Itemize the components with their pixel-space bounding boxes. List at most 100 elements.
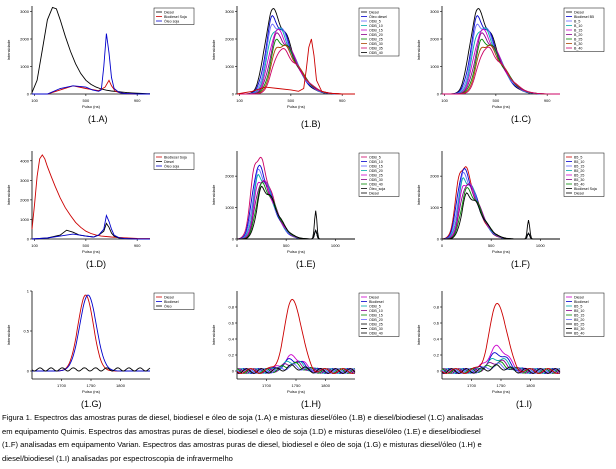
chart-panel-e: 0 500 1000 0 1000 2000 Pulso (ns) Intensidade OD…	[205, 145, 405, 285]
chart-svg-f: 0 500 1000 0 1000 2000 Pulso (ns) Intensidade B5…	[416, 151, 605, 254]
legend-entry: Diesel	[164, 10, 174, 14]
legend-entry: Biodiesel Soja	[164, 15, 187, 19]
legend-entry: Óleo	[164, 303, 172, 308]
x-axis-label: Pulso (ns)	[287, 104, 306, 109]
legend-entry: ODB_35	[369, 46, 383, 50]
x-tick-label: 100	[441, 98, 448, 103]
legend-entry: ODB_15	[369, 164, 383, 168]
caption-line-2: em equipamento Quimis. Espectros das amo…	[2, 426, 481, 436]
x-tick-label: 1750	[497, 383, 507, 388]
figure-caption: Figura 1. Espectros das amostras puras d…	[2, 411, 614, 469]
caption-line-4: diesel/biodiesel (1.I) analisadas por es…	[2, 453, 233, 463]
y-tick-label: 0	[27, 369, 30, 374]
legend-entry: Biodiesel Soja	[574, 187, 597, 191]
y-axis-label: Intensidade	[6, 184, 11, 205]
x-tick-label: 1800	[116, 383, 126, 388]
legend-entry: Óleo_soja	[369, 186, 385, 191]
legend-entry: B5_30	[574, 178, 584, 182]
y-tick-label: 1000	[430, 64, 440, 69]
y-tick-label: 2000	[430, 37, 440, 42]
y-tick-label: 0.6	[228, 321, 234, 326]
y-tick-label: 0	[27, 237, 30, 242]
panel-label-h: (1.H)	[301, 399, 321, 409]
panel-label-c: (1.C)	[511, 114, 531, 124]
legend-entry: Óleo diesel	[369, 14, 387, 19]
x-tick-label: 100	[31, 98, 38, 103]
legend-entry: ODB_20	[369, 318, 383, 322]
series-line	[31, 6, 150, 95]
series-line	[31, 154, 151, 240]
legend-entry: ODB_30	[369, 178, 383, 182]
series-line	[236, 363, 356, 374]
chart-panel-i: 1700 1750 1800 0 0.2 0.4 0.6 0.8 Pulso (ns) Inten…	[410, 285, 610, 425]
legend-entry: Óleo soja	[164, 18, 179, 23]
chart-svg-e: 0 500 1000 0 1000 2000 Pulso (ns) Intensidade OD…	[211, 151, 400, 254]
legend-entry: B5_40	[574, 331, 584, 335]
legend-box	[153, 292, 195, 310]
y-tick-label: 0	[232, 237, 235, 242]
panel-label-a: (1.A)	[88, 114, 108, 124]
series-line	[237, 210, 355, 240]
chart-panel-f: 0 500 1000 0 1000 2000 Pulso (ns) Intensidade B5…	[410, 145, 610, 285]
series-line	[441, 362, 561, 374]
series-line	[237, 44, 355, 95]
series-line	[236, 298, 356, 374]
legend-entry: Biodiesel B5	[574, 15, 594, 19]
legend-entry: B5_5	[574, 304, 582, 308]
x-tick-label: 1000	[331, 243, 341, 248]
legend-entry: B5_15	[574, 313, 584, 317]
x-axis-label: Pulso (ns)	[492, 104, 511, 109]
chart-panel-d: 100 500 900 0 1000 2000 3000 4000 Pulso (ns) Inte…	[0, 145, 200, 285]
chart-svg-d: 100 500 900 0 1000 2000 3000 4000 Pulso (ns) Inte…	[6, 151, 195, 254]
y-tick-label: 2000	[20, 197, 30, 202]
y-axis-label: Intensidade	[416, 324, 421, 345]
series-line	[442, 220, 560, 240]
y-tick-label: 0.4	[228, 337, 234, 342]
series-line	[236, 38, 355, 95]
y-tick-label: 0.2	[228, 353, 234, 358]
y-tick-label: 3000	[225, 9, 235, 14]
legend-entry: B5_25	[574, 173, 584, 177]
y-axis-label: Intensidade	[416, 184, 421, 205]
y-tick-label: 0	[437, 237, 440, 242]
legend-entry: Diesel	[369, 10, 379, 14]
chart-panel-a: 100 500 900 0 1000 2000 3000 Pulso (ns) Intensid…	[0, 0, 200, 140]
series-line	[442, 46, 560, 95]
legend-entry: B5_20	[574, 169, 584, 173]
x-axis-label: Pulso (ns)	[492, 249, 511, 254]
legend-entry: ODB_5	[369, 155, 381, 159]
chart-svg-g: 1700 1750 1800 0 0.5 1 Pulso (ns) Intensidade Di…	[6, 289, 195, 394]
series-line	[442, 38, 560, 95]
legend-entry: B_20	[574, 33, 582, 37]
y-tick-label: 2000	[20, 37, 30, 42]
legend-entry: ODB_40	[369, 51, 383, 55]
x-axis-label: Pulso (ns)	[492, 389, 511, 394]
x-tick-label: 0	[236, 243, 239, 248]
x-tick-label: 1800	[321, 383, 331, 388]
x-tick-label: 1750	[87, 383, 97, 388]
y-axis-label: Intensidade	[211, 184, 216, 205]
series-line	[237, 7, 355, 95]
x-tick-label: 900	[544, 98, 551, 103]
legend-entry: ODB_15	[369, 313, 383, 317]
x-tick-label: 1700	[262, 383, 272, 388]
legend-entry: Diesel	[369, 295, 379, 299]
chart-svg-h: 1700 1750 1800 0 0.2 0.4 0.6 0.8 Pulso (ns) Inten…	[211, 291, 400, 394]
x-tick-label: 500	[288, 98, 295, 103]
chart-svg-a: 100 500 900 0 1000 2000 3000 Pulso (ns) Intensid…	[6, 6, 195, 109]
panel-label-d: (1.D)	[86, 259, 106, 269]
chart-panel-g: 1700 1750 1800 0 0.5 1 Pulso (ns) Intensidade Di…	[0, 285, 200, 425]
series-line	[237, 14, 355, 95]
chart-panel-h: 1700 1750 1800 0 0.2 0.4 0.6 0.8 Pulso (ns) Inten…	[205, 285, 405, 425]
legend-entry: Diesel	[574, 10, 584, 14]
series-line	[31, 213, 150, 240]
y-axis-label: Intensidade	[6, 324, 11, 345]
x-axis-label: Pulso (ns)	[82, 104, 101, 109]
y-tick-label: 3000	[430, 9, 440, 14]
series-line	[237, 38, 355, 95]
y-tick-label: 3000	[20, 9, 30, 14]
y-tick-label: 1000	[225, 64, 235, 69]
caption-line-1: Figura 1. Espectros das amostras puras d…	[2, 413, 484, 422]
legend-entry: B5_40	[574, 182, 584, 186]
legend-entry: ODB_20	[369, 33, 383, 37]
